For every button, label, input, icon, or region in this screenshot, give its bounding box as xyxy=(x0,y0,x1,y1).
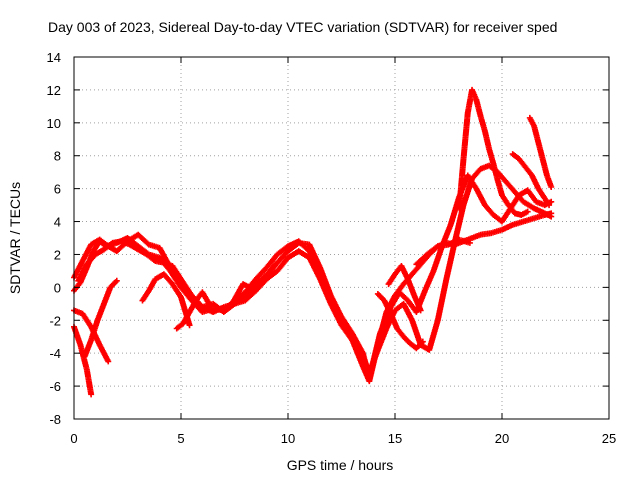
y-tick-label: 8 xyxy=(54,149,61,164)
series-trace-9 xyxy=(227,261,279,311)
x-tick-label: 25 xyxy=(602,431,616,446)
y-axis-label: SDTVAR / TECUs xyxy=(7,182,23,294)
y-tick-label: 10 xyxy=(47,116,61,131)
series-marks xyxy=(71,172,555,381)
series-trace-2 xyxy=(71,172,555,381)
y-tick-label: -2 xyxy=(49,313,61,328)
y-tick-label: 0 xyxy=(54,280,61,295)
y-tick-label: 12 xyxy=(47,83,61,98)
y-tick-label: -6 xyxy=(49,379,61,394)
x-tick-label: 5 xyxy=(177,431,184,446)
y-tick-label: 14 xyxy=(47,50,61,65)
series-trace-6 xyxy=(81,277,120,360)
chart-title: Day 003 of 2023, Sidereal Day-to-day VTE… xyxy=(48,19,557,35)
data-series xyxy=(71,86,555,398)
grid-lines xyxy=(74,57,609,419)
series-trace-13 xyxy=(526,114,555,190)
y-tick-label: -8 xyxy=(49,412,61,427)
series-trace-3 xyxy=(75,162,555,376)
axis-ticks: 0 5 10 15 20 25 -8 -6 -4 -2 0 2 4 6 8 10 12 14 xyxy=(47,50,617,446)
y-tick-label: 6 xyxy=(54,182,61,197)
series-trace-15 xyxy=(413,236,473,268)
y-tick-label: 2 xyxy=(54,247,61,262)
x-axis-label: GPS time / hours xyxy=(287,457,394,473)
y-tick-label: 4 xyxy=(54,215,61,230)
plot-border xyxy=(73,56,610,420)
series-trace-11 xyxy=(385,262,424,314)
x-tick-label: 10 xyxy=(281,431,295,446)
x-tick-label: 15 xyxy=(388,431,402,446)
y-tick-label: -4 xyxy=(49,346,61,361)
series-trace-10 xyxy=(374,290,426,352)
x-tick-label: 20 xyxy=(495,431,509,446)
series-trace-14 xyxy=(509,151,553,209)
series-trace-12 xyxy=(456,86,531,218)
series-trace-8 xyxy=(173,289,214,332)
x-tick-label: 0 xyxy=(70,431,77,446)
